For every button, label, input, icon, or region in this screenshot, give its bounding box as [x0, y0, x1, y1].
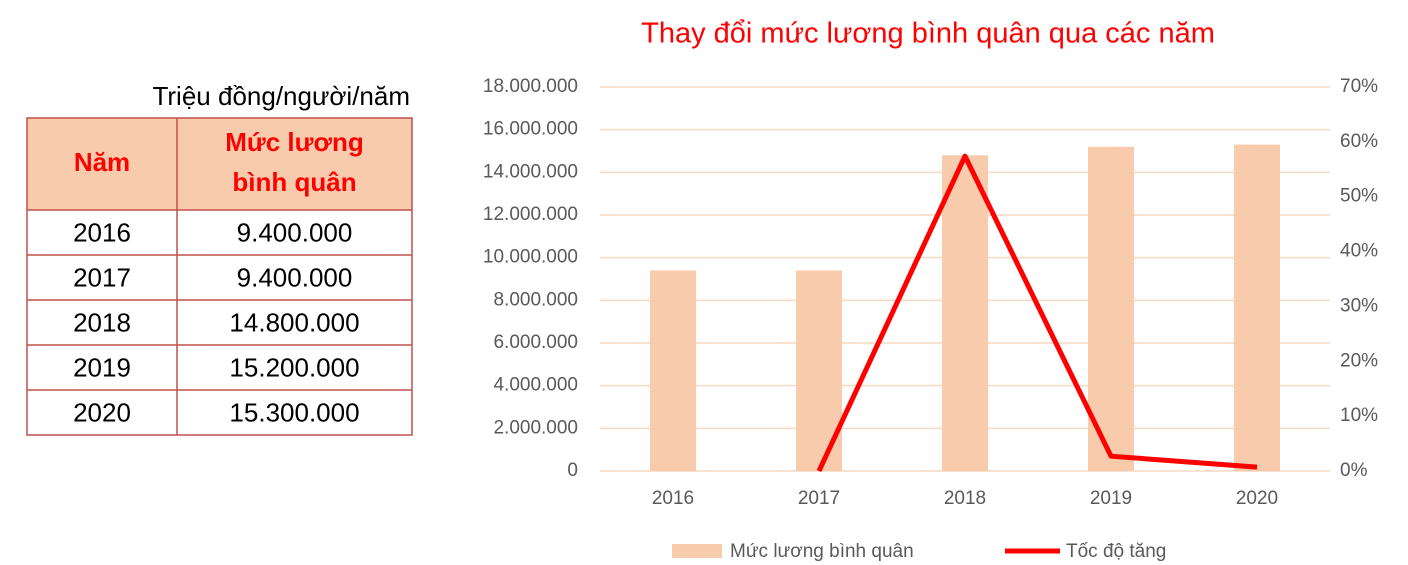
table-cell: 2019: [73, 352, 131, 382]
y2-tick-label: 50%: [1340, 186, 1378, 207]
y-tick-label: 6.000.000: [493, 332, 578, 353]
y-tick-label: 16.000.000: [483, 119, 578, 140]
y2-tick-label: 10%: [1340, 405, 1378, 426]
table-cell: 15.200.000: [229, 352, 359, 382]
table-header: bình quân: [232, 167, 356, 197]
y-tick-label: 10.000.000: [483, 247, 578, 268]
chart-title: Thay đổi mức lương bình quân qua các năm: [641, 18, 1215, 50]
legend-swatch: [672, 544, 722, 558]
table-cell: 9.400.000: [237, 262, 353, 292]
table-border: [26, 117, 413, 436]
y2-tick-label: 60%: [1340, 131, 1378, 152]
y-tick-label: 14.000.000: [483, 161, 578, 182]
y-tick-label: 12.000.000: [483, 204, 578, 225]
y-tick-label: 2.000.000: [493, 417, 578, 438]
legend-label: Tốc độ tăng: [1066, 541, 1166, 562]
y-tick-label: 0: [567, 460, 578, 481]
x-tick-label: 2020: [1236, 488, 1278, 509]
y2-tick-label: 0%: [1340, 460, 1368, 481]
table-cell: 2017: [73, 262, 131, 292]
table-cell: 2020: [73, 397, 131, 427]
line: [816, 153, 1258, 473]
y2-tick-label: 40%: [1340, 241, 1378, 262]
legend-label: Mức lương bình quân: [730, 541, 914, 562]
bar: [942, 155, 988, 471]
bar: [1234, 144, 1280, 471]
table-header: Năm: [74, 147, 130, 177]
table-cell: 15.300.000: [229, 397, 359, 427]
x-tick-label: 2019: [1090, 488, 1132, 509]
x-tick-label: 2017: [798, 488, 840, 509]
y2-tick-label: 30%: [1340, 295, 1378, 316]
table-unit: Triệu đồng/người/năm: [152, 81, 410, 111]
table-cell: 2018: [73, 307, 131, 337]
bar: [1088, 146, 1134, 471]
table-cell: 9.400.000: [237, 217, 353, 247]
table-header-bg: [27, 118, 412, 210]
y-tick-label: 18.000.000: [483, 76, 578, 97]
y2-tick-label: 70%: [1340, 76, 1378, 97]
table-cell: 14.800.000: [229, 307, 359, 337]
x-tick-label: 2018: [944, 488, 986, 509]
x-tick-label: 2016: [652, 488, 694, 509]
bar: [650, 270, 696, 471]
y2-tick-label: 20%: [1340, 350, 1378, 371]
table-header: Mức lương: [225, 127, 363, 157]
y-tick-label: 8.000.000: [493, 289, 578, 310]
table-cell: 2016: [73, 217, 131, 247]
y-tick-label: 4.000.000: [493, 375, 578, 396]
